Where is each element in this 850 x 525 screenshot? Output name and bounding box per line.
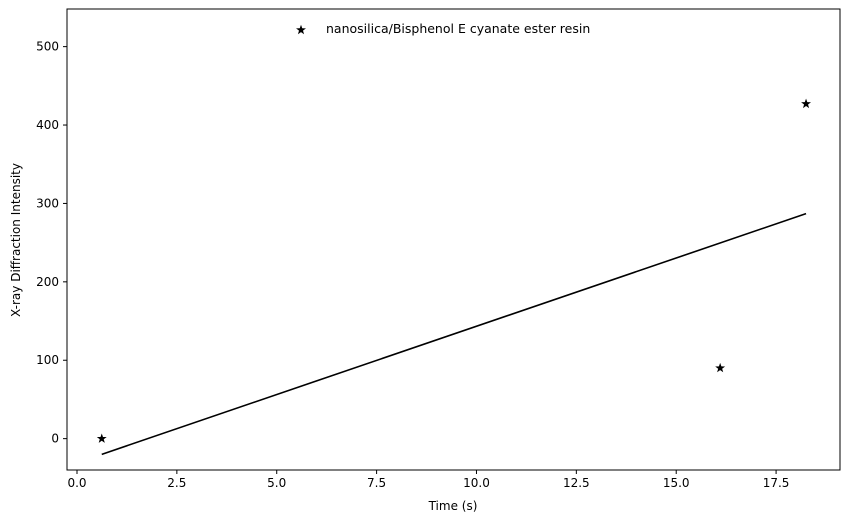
- y-tick-label: 200: [36, 275, 59, 289]
- x-tick-label: 15.0: [663, 476, 690, 490]
- data-point-star: [96, 433, 107, 443]
- legend-star: [296, 24, 306, 35]
- x-tick-label: 10.0: [463, 476, 490, 490]
- legend-label: nanosilica/Bisphenol E cyanate ester res…: [326, 21, 590, 36]
- fit-line-layer: [101, 212, 807, 456]
- y-tick-label: 500: [36, 40, 59, 54]
- fit-line: [101, 212, 807, 456]
- plot-background: [67, 9, 840, 470]
- x-tick-label: 2.5: [167, 476, 186, 490]
- x-axis-label: Time (s): [428, 499, 478, 513]
- y-axis-ticks: 0 100 200 300 400 500: [36, 40, 67, 446]
- plot-frame: [66, 8, 841, 471]
- y-tick-label: 300: [36, 196, 59, 210]
- y-tick-label: 100: [36, 353, 59, 367]
- legend-star-marker: [296, 24, 306, 35]
- x-tick-label: 5.0: [267, 476, 286, 490]
- y-tick-label: 400: [36, 118, 59, 132]
- x-tick-label: 7.5: [367, 476, 386, 490]
- data-point-star: [715, 362, 726, 373]
- y-axis-label: X-ray Diffraction Intensity: [9, 163, 23, 317]
- x-tick-label: 17.5: [763, 476, 790, 490]
- x-axis-ticks: 0.0 2.5 5.0 7.5 10.0 12.5 15.0 17.5: [67, 470, 789, 490]
- points-layer: [96, 98, 811, 443]
- x-tick-label: 0.0: [67, 476, 86, 490]
- x-tick-label: 12.5: [563, 476, 590, 490]
- y-tick-label: 0: [51, 432, 59, 446]
- legend: nanosilica/Bisphenol E cyanate ester res…: [296, 21, 590, 36]
- data-point-star: [801, 98, 811, 109]
